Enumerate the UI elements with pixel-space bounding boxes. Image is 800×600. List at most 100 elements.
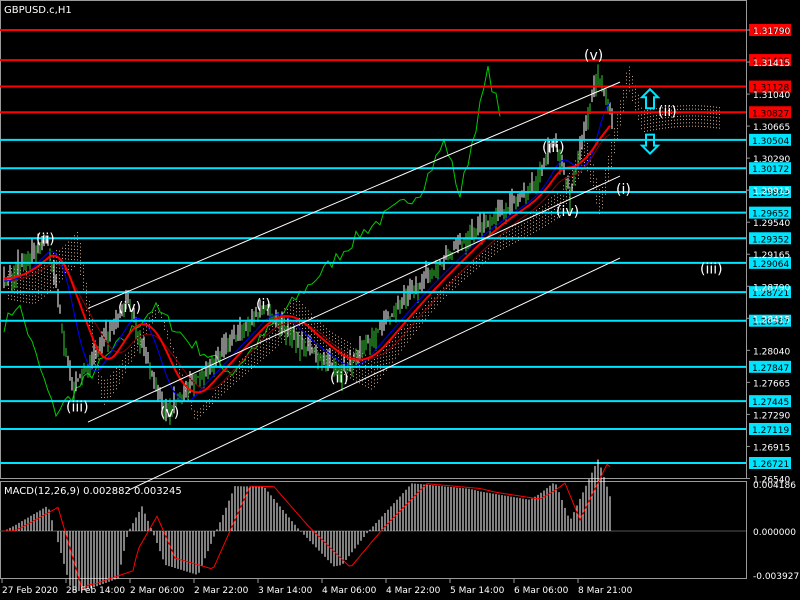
cloud-dot	[128, 352, 129, 354]
cloud-dot	[290, 306, 291, 308]
cloud-dot	[89, 304, 90, 306]
cloud-dot	[368, 380, 369, 382]
cloud-dot	[512, 239, 513, 241]
cloud-dot	[377, 368, 378, 370]
cloud-dot	[20, 280, 21, 282]
cloud-dot	[284, 332, 285, 334]
cloud-dot	[329, 334, 330, 336]
cloud-dot	[272, 325, 273, 327]
channel-lines[interactable]	[87, 81, 621, 491]
cloud-dot	[476, 257, 477, 259]
cloud-dot	[491, 249, 492, 251]
cloud-dot	[530, 226, 531, 228]
price-tick-label: 1.28415	[753, 315, 790, 325]
time-tick-label: 8 Mar 21:00	[578, 586, 633, 596]
wave-label: (i)	[256, 297, 271, 313]
cloud-dot	[89, 314, 90, 316]
cloud-dot	[257, 362, 258, 364]
cloud-dot	[485, 253, 486, 255]
price-tick-label: 1.29540	[753, 219, 790, 229]
cloud-dot	[107, 379, 108, 381]
cloud-dot	[191, 404, 192, 406]
cloud-dot	[455, 276, 456, 278]
price-axis[interactable]: 1.31790 1.31415 1.31040 1.30665 1.30290 1.299…	[746, 27, 799, 582]
time-tick-label: 6 Mar 06:00	[514, 586, 569, 596]
cloud-dot	[437, 300, 438, 302]
cloud-dot	[251, 354, 252, 356]
cloud-dot	[671, 109, 672, 111]
cloud-dot	[305, 310, 306, 312]
cloud-dot	[164, 322, 165, 324]
cloud-dot	[404, 338, 405, 340]
cloud-dot	[305, 334, 306, 336]
signal-arrows	[639, 87, 661, 156]
cloud-dot	[620, 114, 621, 116]
level-lines[interactable]: 1.31790 1.31438 1.31128 1.30827 1.30504 1.301…	[0, 24, 791, 470]
cloud-dot	[278, 330, 279, 332]
cloud-dot	[644, 130, 645, 132]
main-pane[interactable]	[0, 0, 747, 479]
cloud-dot	[296, 301, 297, 303]
cloud-dot	[458, 276, 459, 278]
cloud-dot	[506, 232, 507, 234]
cloud-dot	[35, 274, 36, 276]
cloud-dot	[419, 326, 420, 328]
cloud-dot	[296, 314, 297, 316]
cloud-dot	[101, 383, 102, 385]
cloud-dot	[719, 117, 720, 119]
cloud-dot	[365, 385, 366, 387]
cloud-dot	[74, 248, 75, 250]
cloud-dot	[401, 342, 402, 344]
support-tag-label: 1.28721	[752, 289, 789, 299]
cloud-dot	[110, 385, 111, 387]
cloud-dot	[302, 304, 303, 306]
cloud-dot	[86, 296, 87, 298]
cloud-dot	[455, 283, 456, 285]
cloud-dot	[44, 278, 45, 280]
cloud-dot	[251, 361, 252, 363]
cloud-dot	[554, 202, 555, 204]
cloud-dot	[506, 235, 507, 237]
cloud-dot	[635, 95, 636, 97]
cloud-dot	[107, 382, 108, 384]
time-axis[interactable]: 27 Feb 2020 28 Feb 14:00 2 Mar 06:00 2 Mar …	[1, 579, 633, 596]
cloud-dot	[278, 337, 279, 339]
cloud-dot	[305, 338, 306, 340]
cloud-dot	[308, 317, 309, 319]
cloud-dot	[656, 121, 657, 123]
cloud-dot	[44, 268, 45, 270]
support-tag-label: 1.29064	[752, 260, 789, 270]
cloud-dot	[410, 327, 411, 329]
cloud-dot	[536, 209, 537, 211]
cloud-dot	[116, 371, 117, 373]
cloud-dot	[266, 344, 267, 346]
cloud-dot	[275, 333, 276, 335]
cloud-dot	[431, 311, 432, 313]
macd-pane[interactable]	[0, 481, 747, 579]
cloud-dot	[41, 270, 42, 272]
cloud-dot	[266, 348, 267, 350]
cloud-dot	[407, 331, 408, 333]
cloud-dot	[377, 354, 378, 356]
cloud-dot	[335, 334, 336, 336]
cloud-dot	[278, 344, 279, 346]
cloud-dot	[437, 294, 438, 296]
cloud-dot	[68, 258, 69, 260]
cloud-dot	[173, 351, 174, 353]
support-tag-label: 1.30172	[752, 165, 789, 175]
cloud-dot	[293, 313, 294, 315]
cloud-dot	[194, 410, 195, 412]
cloud-dot	[41, 277, 42, 279]
cloud-dot	[353, 379, 354, 381]
cloud-dot	[50, 266, 51, 268]
cloud-dot	[38, 269, 39, 271]
cloud-dot	[83, 274, 84, 276]
cloud-dot	[386, 345, 387, 347]
cloud-dot	[47, 286, 48, 288]
cloud-dot	[35, 295, 36, 297]
cloud-dot	[221, 390, 222, 392]
cloud-dot	[35, 278, 36, 280]
cloud-dot	[374, 375, 375, 377]
cloud-dot	[530, 230, 531, 232]
